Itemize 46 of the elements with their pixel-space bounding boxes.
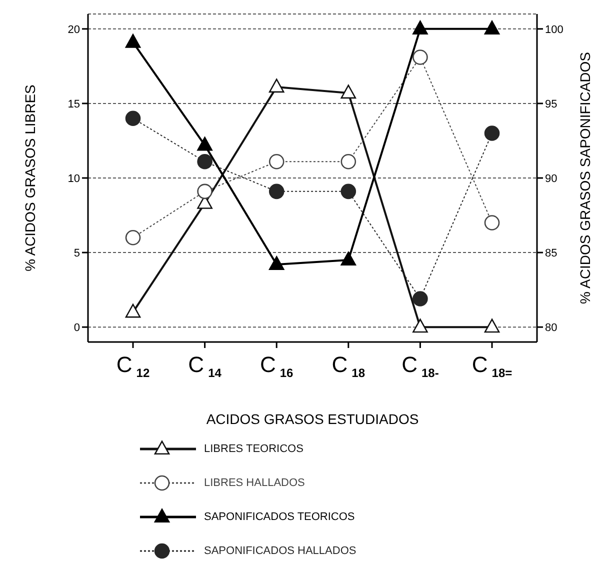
y-tick-label: 20 xyxy=(68,24,80,36)
point xyxy=(340,184,356,200)
point xyxy=(484,215,500,230)
y2-tick-label: 100 xyxy=(545,24,564,36)
y2-tick-label: 90 xyxy=(545,172,558,185)
point xyxy=(340,154,356,170)
point xyxy=(484,20,500,34)
y-tick-label: 10 xyxy=(68,172,80,185)
y2-axis-title: % ACIDOS GRASOS SAPONIFICADOS xyxy=(576,52,593,304)
point xyxy=(125,304,141,318)
text: SAPONIFICADOS TEORICOS xyxy=(204,511,355,523)
text: LIBRES HALLADOS xyxy=(204,477,305,489)
point xyxy=(412,20,428,34)
point xyxy=(340,252,356,266)
point xyxy=(340,84,356,99)
x-tick-label: C$_{14}$ xyxy=(188,352,222,380)
point xyxy=(268,154,284,170)
point xyxy=(268,184,284,200)
point xyxy=(268,78,284,93)
text: LIBRES TEORICOS xyxy=(204,443,304,455)
x-tick-label: C$_{12}$ xyxy=(116,352,150,380)
point xyxy=(125,110,141,126)
point xyxy=(125,230,141,246)
x-tick-label: C$_{18-}$ xyxy=(402,352,439,380)
text: SAPONIFICADOS HALLADOS xyxy=(204,545,356,557)
y2-tick-label: 80 xyxy=(545,322,558,334)
point xyxy=(197,136,212,151)
y-tick-label: 15 xyxy=(68,98,80,110)
x-tick-label: C$_{16}$ xyxy=(260,352,294,380)
y-tick-label: 5 xyxy=(74,247,80,260)
point xyxy=(412,50,428,65)
x-tick-label: C$_{18=}$ xyxy=(472,352,512,380)
y-tick-label: 0 xyxy=(74,322,80,334)
y2-tick-label: 95 xyxy=(545,98,558,110)
point xyxy=(197,154,212,170)
point xyxy=(197,184,212,200)
x-tick-label: C$_{18}$ xyxy=(332,352,366,380)
point xyxy=(412,291,428,306)
point xyxy=(125,34,141,48)
y-axis-title: % ACIDOS GRASOS LIBRES xyxy=(22,84,38,272)
point xyxy=(484,318,500,333)
x-axis-title: ACIDOS GRASOS ESTUDIADOS xyxy=(206,411,419,427)
y2-tick-label: 85 xyxy=(545,247,558,260)
point xyxy=(268,256,284,270)
point xyxy=(484,126,500,141)
point xyxy=(412,318,428,333)
